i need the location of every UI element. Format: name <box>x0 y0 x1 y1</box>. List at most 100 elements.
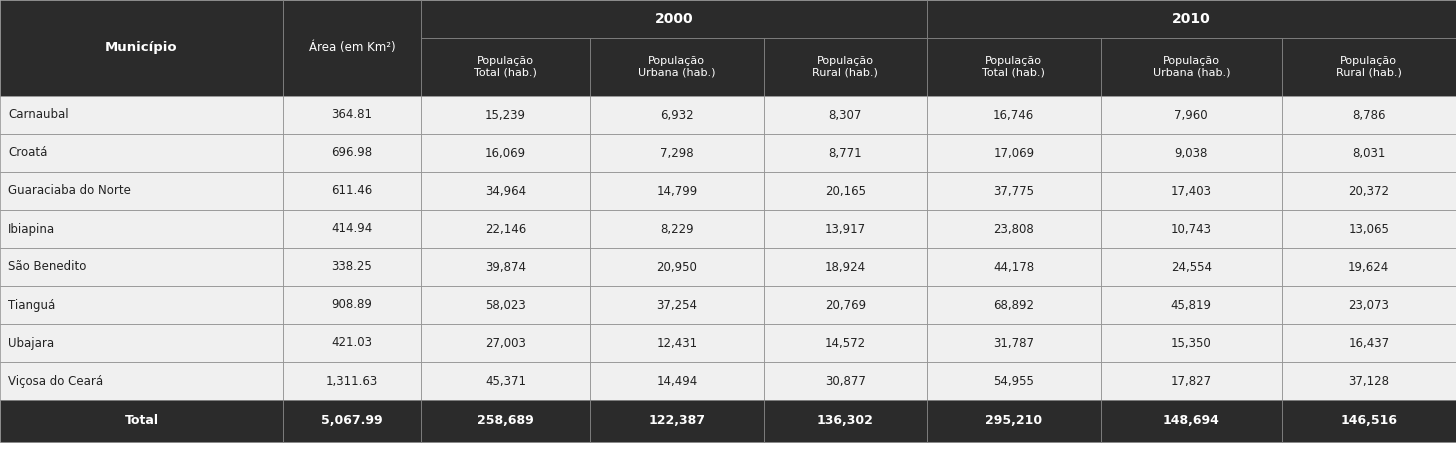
Bar <box>1281 362 1456 400</box>
Text: São Benedito: São Benedito <box>7 261 86 274</box>
Bar <box>282 134 421 172</box>
Text: 18,924: 18,924 <box>824 261 866 274</box>
Bar <box>926 134 1101 172</box>
Text: 39,874: 39,874 <box>485 261 526 274</box>
Bar <box>926 400 1101 442</box>
Bar <box>1281 400 1456 442</box>
Bar <box>421 172 590 210</box>
Text: 14,799: 14,799 <box>657 184 697 198</box>
Bar <box>282 0 421 96</box>
Bar <box>282 248 421 286</box>
Text: 37,254: 37,254 <box>657 298 697 311</box>
Bar <box>0 362 282 400</box>
Bar <box>282 400 421 442</box>
Text: 12,431: 12,431 <box>657 337 697 350</box>
Text: 136,302: 136,302 <box>817 414 874 428</box>
Bar <box>0 210 282 248</box>
Bar <box>590 286 764 324</box>
Bar <box>282 96 421 134</box>
Text: 16,746: 16,746 <box>993 108 1034 122</box>
Text: 27,003: 27,003 <box>485 337 526 350</box>
Text: 13,917: 13,917 <box>824 222 866 235</box>
Text: 20,165: 20,165 <box>824 184 866 198</box>
Text: Total: Total <box>124 414 159 428</box>
Bar <box>764 248 926 286</box>
Text: Croatá: Croatá <box>7 147 48 159</box>
Text: 20,372: 20,372 <box>1348 184 1389 198</box>
Bar <box>1101 38 1281 96</box>
Bar <box>926 38 1101 96</box>
Text: 17,069: 17,069 <box>993 147 1034 159</box>
Bar <box>926 96 1101 134</box>
Text: 45,819: 45,819 <box>1171 298 1211 311</box>
Bar <box>590 38 764 96</box>
Text: 122,387: 122,387 <box>648 414 705 428</box>
Bar <box>282 286 421 324</box>
Bar <box>0 172 282 210</box>
Text: 34,964: 34,964 <box>485 184 526 198</box>
Text: 8,771: 8,771 <box>828 147 862 159</box>
Text: Ubajara: Ubajara <box>7 337 54 350</box>
Bar <box>590 248 764 286</box>
Text: Viçosa do Ceará: Viçosa do Ceará <box>7 374 103 387</box>
Text: 9,038: 9,038 <box>1175 147 1208 159</box>
Text: 58,023: 58,023 <box>485 298 526 311</box>
Bar <box>764 210 926 248</box>
Text: 15,350: 15,350 <box>1171 337 1211 350</box>
Text: 20,769: 20,769 <box>824 298 866 311</box>
Text: 19,624: 19,624 <box>1348 261 1389 274</box>
Bar <box>764 286 926 324</box>
Text: População
Rural (hab.): População Rural (hab.) <box>1335 56 1402 78</box>
Bar <box>0 400 282 442</box>
Bar <box>282 172 421 210</box>
Text: 8,307: 8,307 <box>828 108 862 122</box>
Bar <box>926 362 1101 400</box>
Text: 54,955: 54,955 <box>993 374 1034 387</box>
Text: 1,311.63: 1,311.63 <box>326 374 379 387</box>
Bar <box>1281 172 1456 210</box>
Bar <box>764 38 926 96</box>
Text: 338.25: 338.25 <box>332 261 373 274</box>
Text: População
Total (hab.): População Total (hab.) <box>983 56 1045 78</box>
Bar <box>590 172 764 210</box>
Text: Carnaubal: Carnaubal <box>7 108 68 122</box>
Bar <box>282 210 421 248</box>
Bar <box>1101 400 1281 442</box>
Text: 17,403: 17,403 <box>1171 184 1211 198</box>
Text: 6,932: 6,932 <box>660 108 693 122</box>
Bar <box>590 362 764 400</box>
Bar <box>764 96 926 134</box>
Text: 15,239: 15,239 <box>485 108 526 122</box>
Bar <box>590 324 764 362</box>
Bar <box>282 362 421 400</box>
Bar <box>1101 286 1281 324</box>
Bar <box>0 96 282 134</box>
Text: 16,437: 16,437 <box>1348 337 1389 350</box>
Bar <box>0 248 282 286</box>
Text: 8,031: 8,031 <box>1353 147 1386 159</box>
Bar <box>926 172 1101 210</box>
Text: População
Total (hab.): População Total (hab.) <box>475 56 537 78</box>
Text: Guaraciaba do Norte: Guaraciaba do Norte <box>7 184 131 198</box>
Bar <box>590 400 764 442</box>
Text: 295,210: 295,210 <box>986 414 1042 428</box>
Text: 23,808: 23,808 <box>993 222 1034 235</box>
Bar <box>421 400 590 442</box>
Bar <box>926 324 1101 362</box>
Text: 44,178: 44,178 <box>993 261 1034 274</box>
Text: 148,694: 148,694 <box>1163 414 1220 428</box>
Bar <box>421 324 590 362</box>
Bar <box>1281 210 1456 248</box>
Text: 696.98: 696.98 <box>332 147 373 159</box>
Bar <box>590 96 764 134</box>
Text: 421.03: 421.03 <box>332 337 373 350</box>
Bar <box>590 134 764 172</box>
Bar <box>1101 172 1281 210</box>
Text: População
Urbana (hab.): População Urbana (hab.) <box>1153 56 1230 78</box>
Bar <box>1101 248 1281 286</box>
Bar <box>926 0 1456 38</box>
Bar <box>1101 324 1281 362</box>
Bar <box>421 210 590 248</box>
Bar <box>421 96 590 134</box>
Bar <box>421 134 590 172</box>
